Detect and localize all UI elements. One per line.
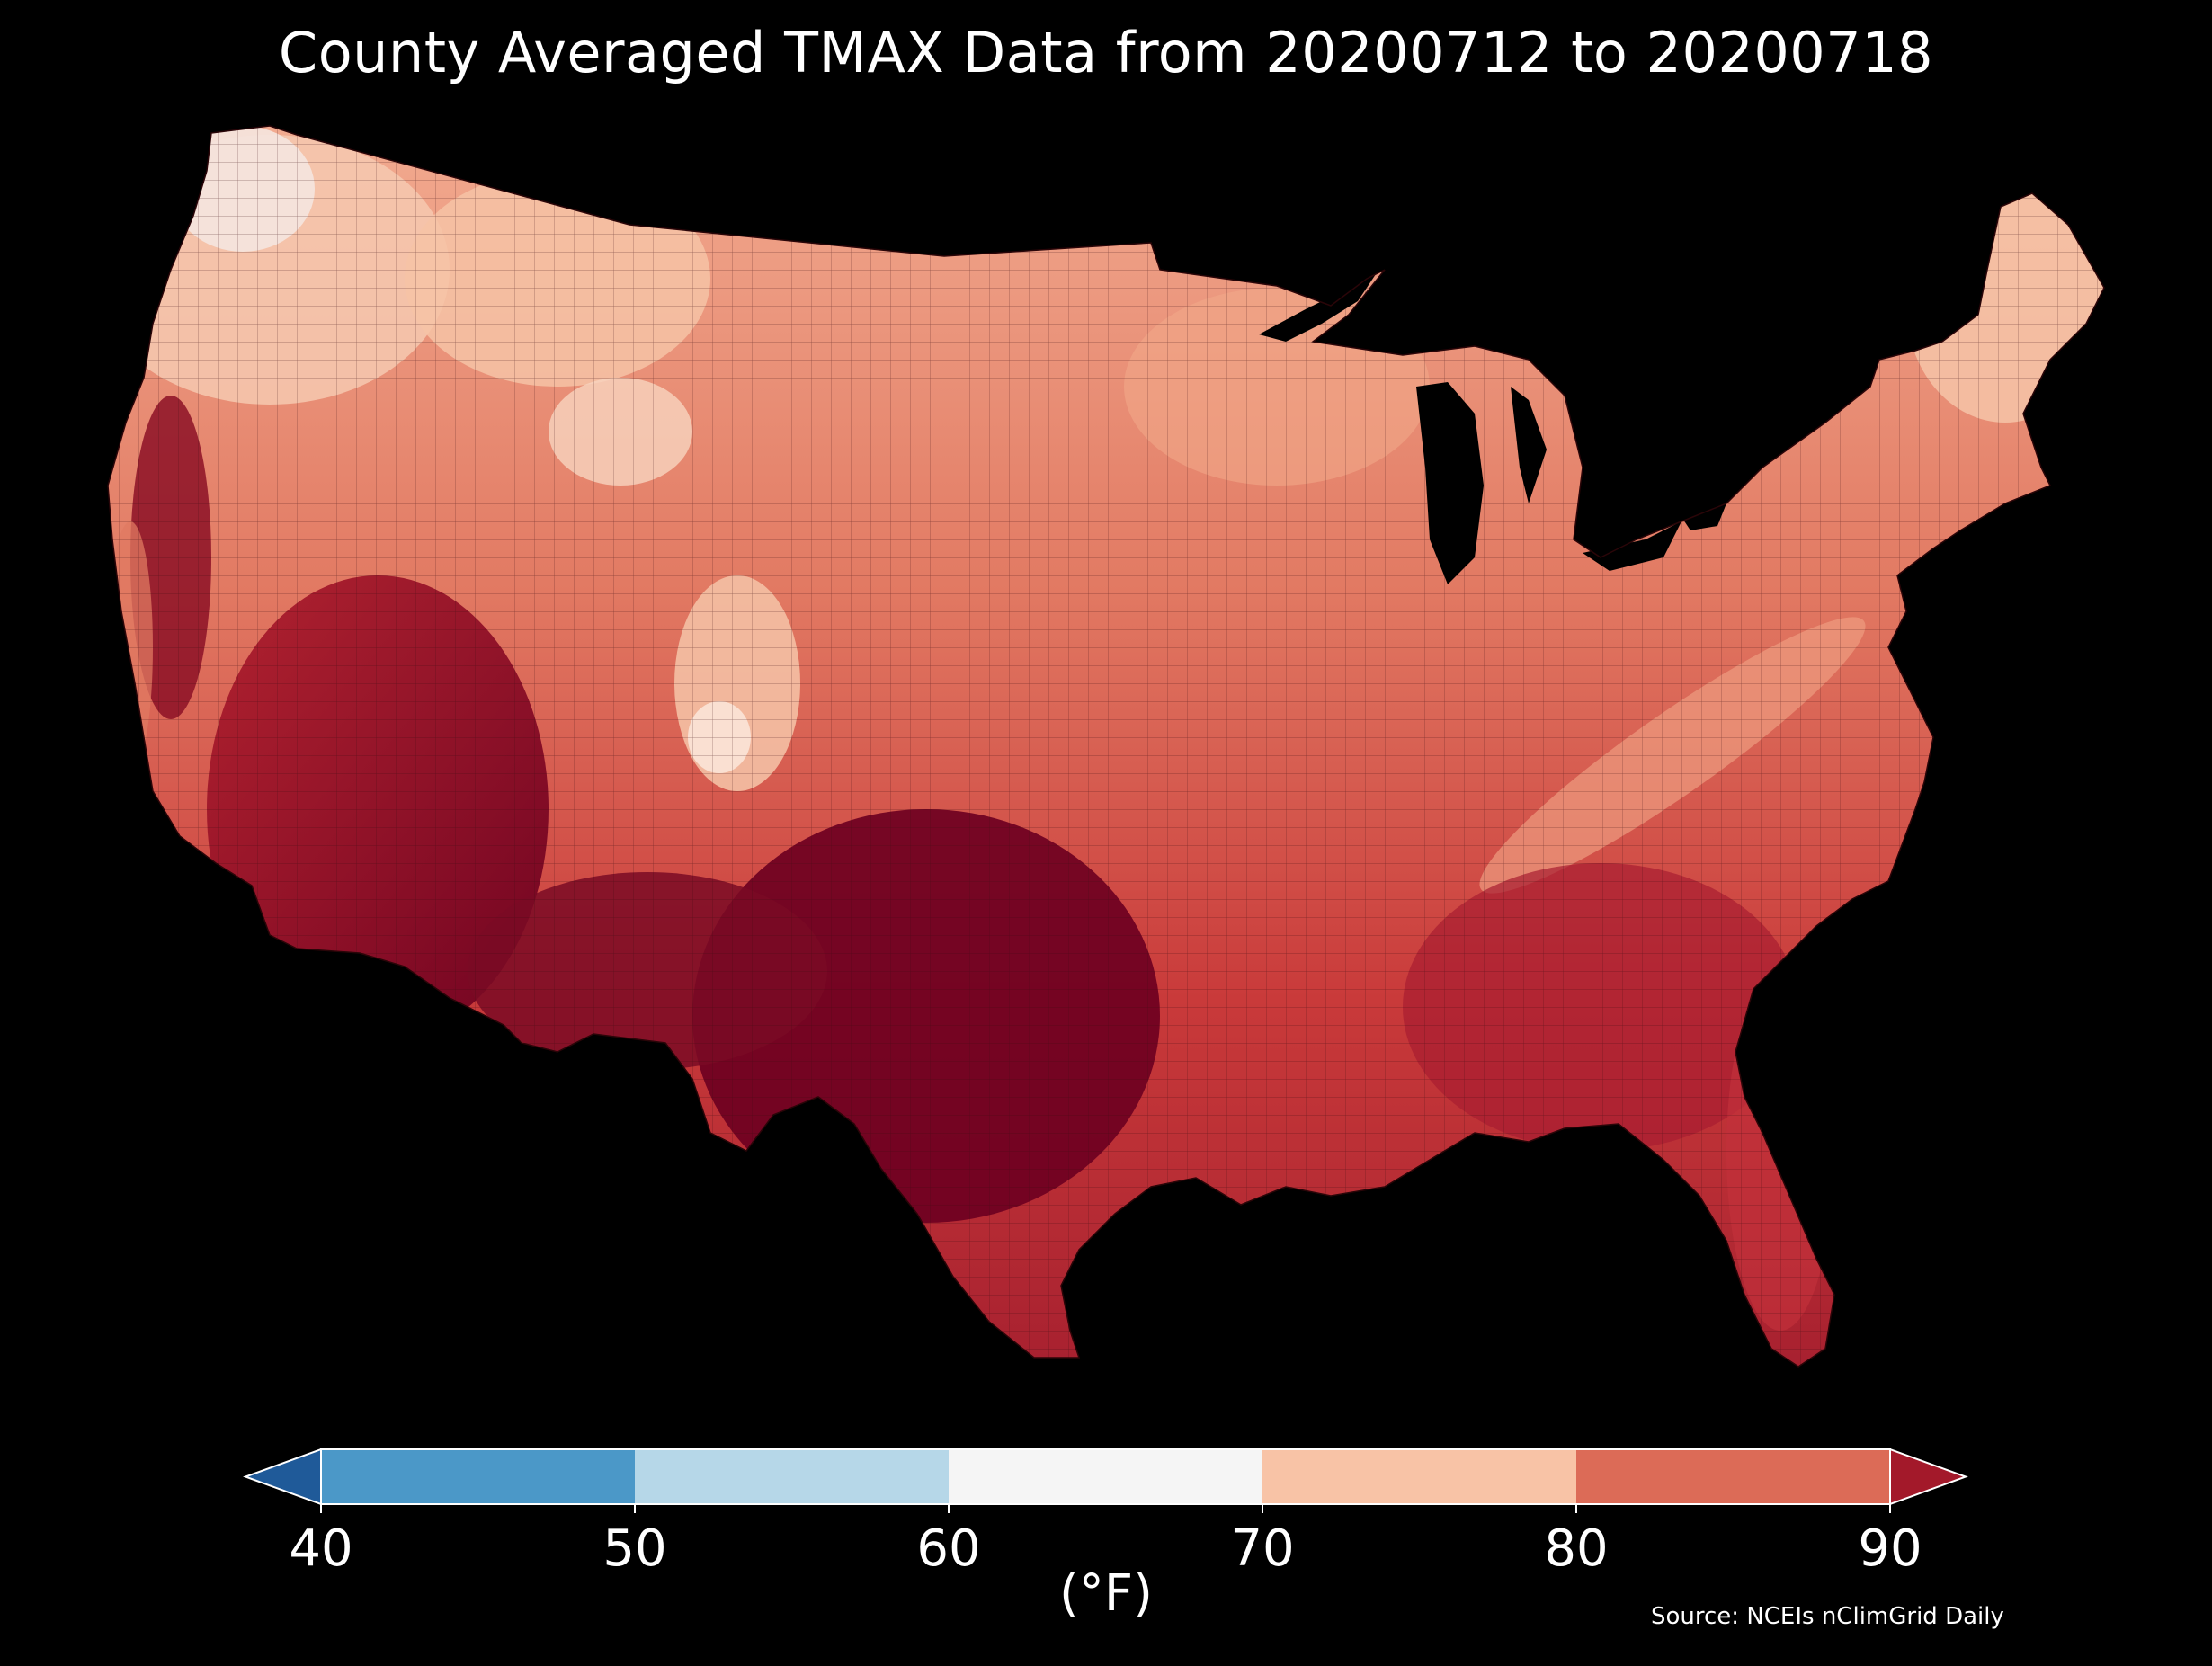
- source-credit: Source: NCEIs nClimGrid Daily: [1651, 1603, 2004, 1630]
- colorbar-bin-70-80: [1262, 1449, 1576, 1504]
- colorbar-bin-50-60: [635, 1449, 949, 1504]
- colorbar-extend-low: [243, 1448, 322, 1506]
- map-title: County Averaged TMAX Data from 20200712 …: [278, 20, 1934, 85]
- us-outline: [107, 125, 2105, 1368]
- colorbar-tick-label: 50: [602, 1519, 666, 1578]
- colorbar-tick-label: 80: [1544, 1519, 1608, 1578]
- colorbar-tick-label: 90: [1858, 1519, 1922, 1578]
- great-lakes: [1259, 274, 1726, 584]
- colorbar-bin-80-90: [1576, 1449, 1890, 1504]
- colorbar-tick-label: 70: [1230, 1519, 1294, 1578]
- colorbar-units-label: (°F): [1059, 1564, 1153, 1623]
- colorbar-tick-label: 60: [916, 1519, 980, 1578]
- colorbar-extend-high: [1889, 1448, 1968, 1506]
- colorbar-tick-label: 40: [289, 1519, 352, 1578]
- colorbar-bin-60-70: [949, 1449, 1262, 1504]
- colorbar-bin-40-50: [321, 1449, 635, 1504]
- colorbar-outline: [320, 1448, 1891, 1505]
